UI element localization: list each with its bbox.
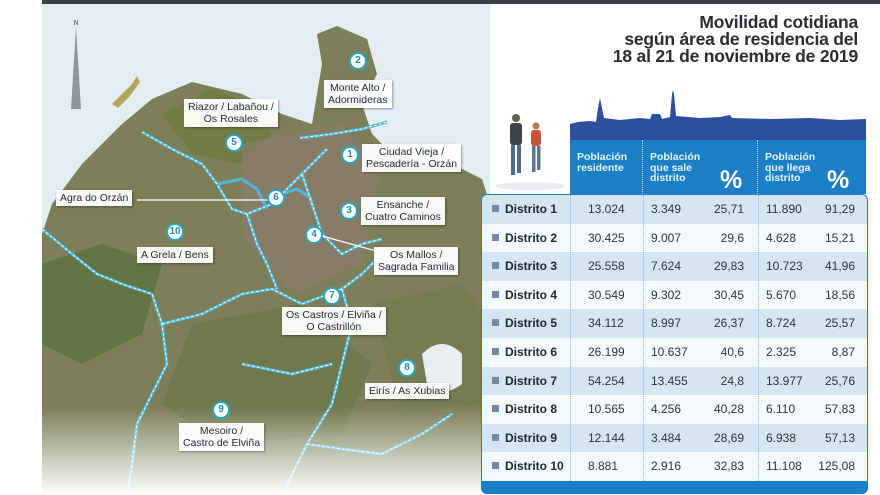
district-label-2: Monte Alto / Adormideras (324, 80, 392, 108)
district-label-9: Mesoiro / Castro de Elviña (179, 423, 265, 451)
bullet-icon (492, 348, 499, 355)
district-marker-7: 7 (323, 287, 341, 305)
bullet-icon (492, 205, 499, 212)
district-marker-9: 9 (212, 401, 230, 419)
table-row: Distrito 3 25.558 7.624 29,83 10.723 41,… (482, 252, 867, 281)
district-label-7: Os Castros / Elviña / O Castrillón (282, 307, 386, 335)
district-label-3: Ensanche / Cuatro Caminos (361, 197, 445, 225)
district-marker-1: 1 (341, 146, 359, 164)
bullet-icon (492, 405, 499, 413)
table-row: Distrito 9 12.144 3.484 28,69 6.938 57,1… (482, 423, 867, 453)
header-percent-sale: % (720, 166, 743, 194)
district-marker-8: 8 (398, 359, 416, 377)
table-row: Distrito 10 8.881 2.916 32,83 11.108 125… (482, 452, 867, 481)
bullet-icon (492, 376, 499, 384)
bullet-icon (492, 433, 499, 441)
header-poblacion-llega: Población que llega distrito (765, 151, 816, 184)
table-row: Distrito 5 34.112 8.997 26,37 8.724 25,5… (482, 309, 867, 338)
header-poblacion-residente: Población residente (577, 151, 628, 174)
map-terrain (42, 4, 490, 495)
table-row: Distrito 6 26.199 10.637 40,6 2.325 8,87 (482, 338, 867, 367)
city-skyline-image (570, 90, 866, 140)
bullet-icon (492, 319, 499, 327)
table-row: Distrito 2 30.425 9.007 29,6 4.628 15,21 (482, 224, 867, 253)
infographic-title: Movilidad cotidiana según área de reside… (612, 12, 858, 66)
bullet-icon (492, 233, 499, 241)
district-marker-4: 4 (305, 226, 323, 244)
bullet-icon (492, 262, 499, 270)
district-label-8: Eirís / As Xubias (365, 383, 450, 399)
table-header: Población residente Población que sale dist… (570, 140, 866, 194)
north-arrow-icon: N (70, 20, 82, 109)
header-poblacion-sale: Población que sale distrito (650, 151, 701, 184)
district-marker-5: 5 (225, 134, 243, 152)
pedestrians-image (495, 114, 565, 190)
district-map: N 2 5 1 6 3 4 10 7 8 9 Monte Alto / Adorm… (42, 4, 490, 495)
top-rule (42, 0, 880, 4)
district-label-1: Ciudad Vieja / Pescadería - Orzán (362, 144, 462, 172)
district-marker-3: 3 (340, 202, 358, 220)
district-label-4: Os Mallos / Sagrada Familia (374, 247, 459, 275)
table-row: Distrito 1 13.024 3.349 25,71 11.890 91,… (482, 195, 867, 224)
district-label-6: Agra do Orzán (56, 190, 133, 206)
bullet-icon (492, 462, 499, 470)
district-label-5: Riazor / Labañou / Os Rosales (184, 99, 278, 127)
bullet-icon (492, 290, 499, 298)
table-row: Distrito 8 10.565 4.256 40,28 6.110 57,8… (482, 395, 867, 424)
district-label-10: A Grela / Bens (137, 247, 213, 263)
district-marker-6: 6 (267, 189, 285, 207)
header-percent-llega: % (827, 166, 850, 194)
district-marker-10: 10 (166, 223, 184, 241)
table-row: Distrito 4 30.549 9.302 30,45 5.670 18,5… (482, 281, 867, 310)
table-row: Distrito 7 54.254 13.455 24,8 13.977 25,… (482, 366, 867, 396)
mobility-table: Distrito 1 13.024 3.349 25,71 11.890 91,… (481, 194, 868, 494)
district-marker-2: 2 (349, 52, 367, 70)
